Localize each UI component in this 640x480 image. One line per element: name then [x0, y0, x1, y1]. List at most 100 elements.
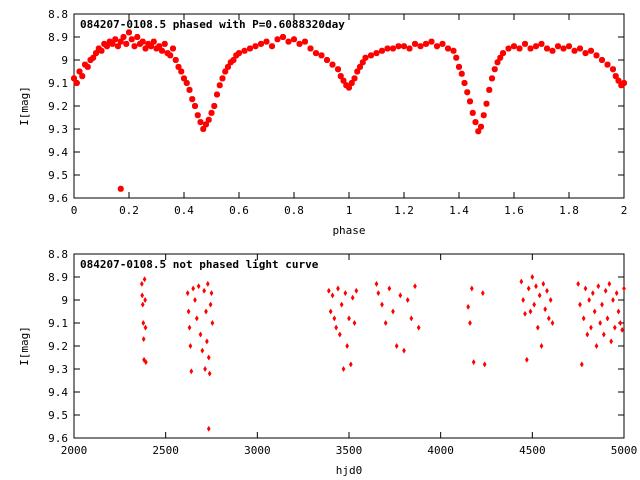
y-tick-label: 9	[61, 54, 68, 67]
data-point	[592, 308, 597, 315]
data-point	[230, 57, 237, 63]
data-point	[263, 38, 270, 45]
data-point	[339, 301, 344, 308]
data-point	[596, 283, 601, 290]
data-point	[328, 308, 333, 315]
y-tick-label: 8.8	[48, 8, 68, 21]
data-point	[153, 45, 160, 52]
x-tick-label: 5000	[611, 444, 638, 457]
data-point	[612, 324, 617, 331]
data-point	[159, 47, 165, 54]
data-point	[571, 47, 578, 54]
data-point	[87, 57, 94, 63]
data-point	[296, 40, 303, 47]
x-tick-label: 1	[346, 204, 353, 217]
data-point	[285, 38, 292, 45]
data-point	[402, 347, 406, 354]
data-point	[115, 43, 121, 50]
data-point	[345, 342, 350, 350]
data-point	[539, 342, 544, 350]
data-point	[549, 47, 556, 54]
data-point	[198, 331, 203, 338]
data-point	[200, 347, 205, 354]
data-point	[337, 331, 342, 338]
data-point	[621, 80, 627, 86]
data-point	[142, 276, 147, 283]
data-point	[104, 43, 110, 50]
data-point	[615, 77, 622, 84]
data-point	[620, 326, 625, 333]
data-point	[582, 50, 589, 57]
data-point	[101, 40, 108, 47]
data-point	[359, 59, 366, 66]
data-point	[505, 45, 512, 52]
data-point	[143, 296, 148, 304]
data-point	[475, 128, 482, 135]
data-point	[134, 34, 141, 40]
data-point	[84, 63, 91, 70]
data-point	[609, 338, 614, 345]
data-point	[546, 315, 551, 322]
x-tick-label: 3000	[244, 444, 271, 457]
data-point	[614, 290, 619, 297]
data-point	[326, 287, 331, 294]
data-point	[491, 66, 498, 73]
data-point	[368, 52, 374, 59]
data-point	[167, 52, 174, 59]
data-point	[142, 45, 149, 52]
data-point	[394, 342, 399, 350]
data-point	[566, 43, 572, 50]
data-point	[401, 43, 407, 50]
data-point	[128, 36, 135, 43]
y-tick-label: 9.6	[48, 192, 68, 205]
data-point	[140, 301, 145, 308]
data-point	[258, 40, 264, 47]
data-point	[90, 54, 97, 61]
y-tick-label: 9.5	[48, 169, 68, 182]
y-tick-label: 9.1	[48, 317, 68, 330]
data-point	[585, 331, 590, 338]
data-point	[577, 45, 583, 52]
data-point	[480, 112, 487, 119]
data-point	[511, 43, 517, 50]
chart-title: 084207-0108.5 phased with P=0.6088320day	[80, 18, 345, 31]
data-point	[409, 315, 414, 322]
data-point	[219, 75, 226, 82]
data-point	[211, 103, 218, 109]
data-point	[610, 66, 616, 73]
data-point	[106, 38, 113, 45]
data-point	[139, 38, 146, 45]
data-point	[186, 86, 193, 93]
x-tick-label: 2	[621, 204, 628, 217]
data-point	[589, 324, 593, 331]
data-point	[178, 68, 185, 75]
data-point	[593, 52, 600, 59]
data-point	[458, 70, 465, 77]
data-point	[332, 315, 337, 322]
data-point	[197, 119, 204, 126]
data-point	[618, 82, 625, 89]
data-point	[82, 61, 88, 68]
data-point	[334, 324, 339, 331]
unphased-light-curve-chart: 8.8 8.9 9 9.1 9.2 9.3 9.4 9.5 9.6 2000 2500 3000 35…	[18, 248, 637, 477]
data-point	[71, 75, 77, 82]
data-point	[143, 324, 148, 331]
chart-title: 084207-0108.5 not phased light curve	[80, 258, 319, 271]
data-point	[616, 308, 621, 315]
data-point	[405, 296, 410, 304]
data-point	[423, 40, 429, 47]
data-point	[214, 91, 220, 98]
data-point	[112, 36, 119, 43]
data-point	[269, 43, 275, 50]
data-point	[537, 292, 542, 299]
data-point	[330, 292, 335, 299]
data-point	[590, 290, 595, 297]
data-point	[291, 36, 297, 43]
data-point	[186, 308, 191, 315]
data-point	[416, 324, 421, 331]
data-point	[205, 116, 212, 123]
y-tick-label: 9.5	[48, 409, 68, 422]
x-tick-label: 2000	[61, 444, 88, 457]
data-point	[380, 301, 384, 308]
x-axis-label: hjd0	[336, 464, 363, 477]
